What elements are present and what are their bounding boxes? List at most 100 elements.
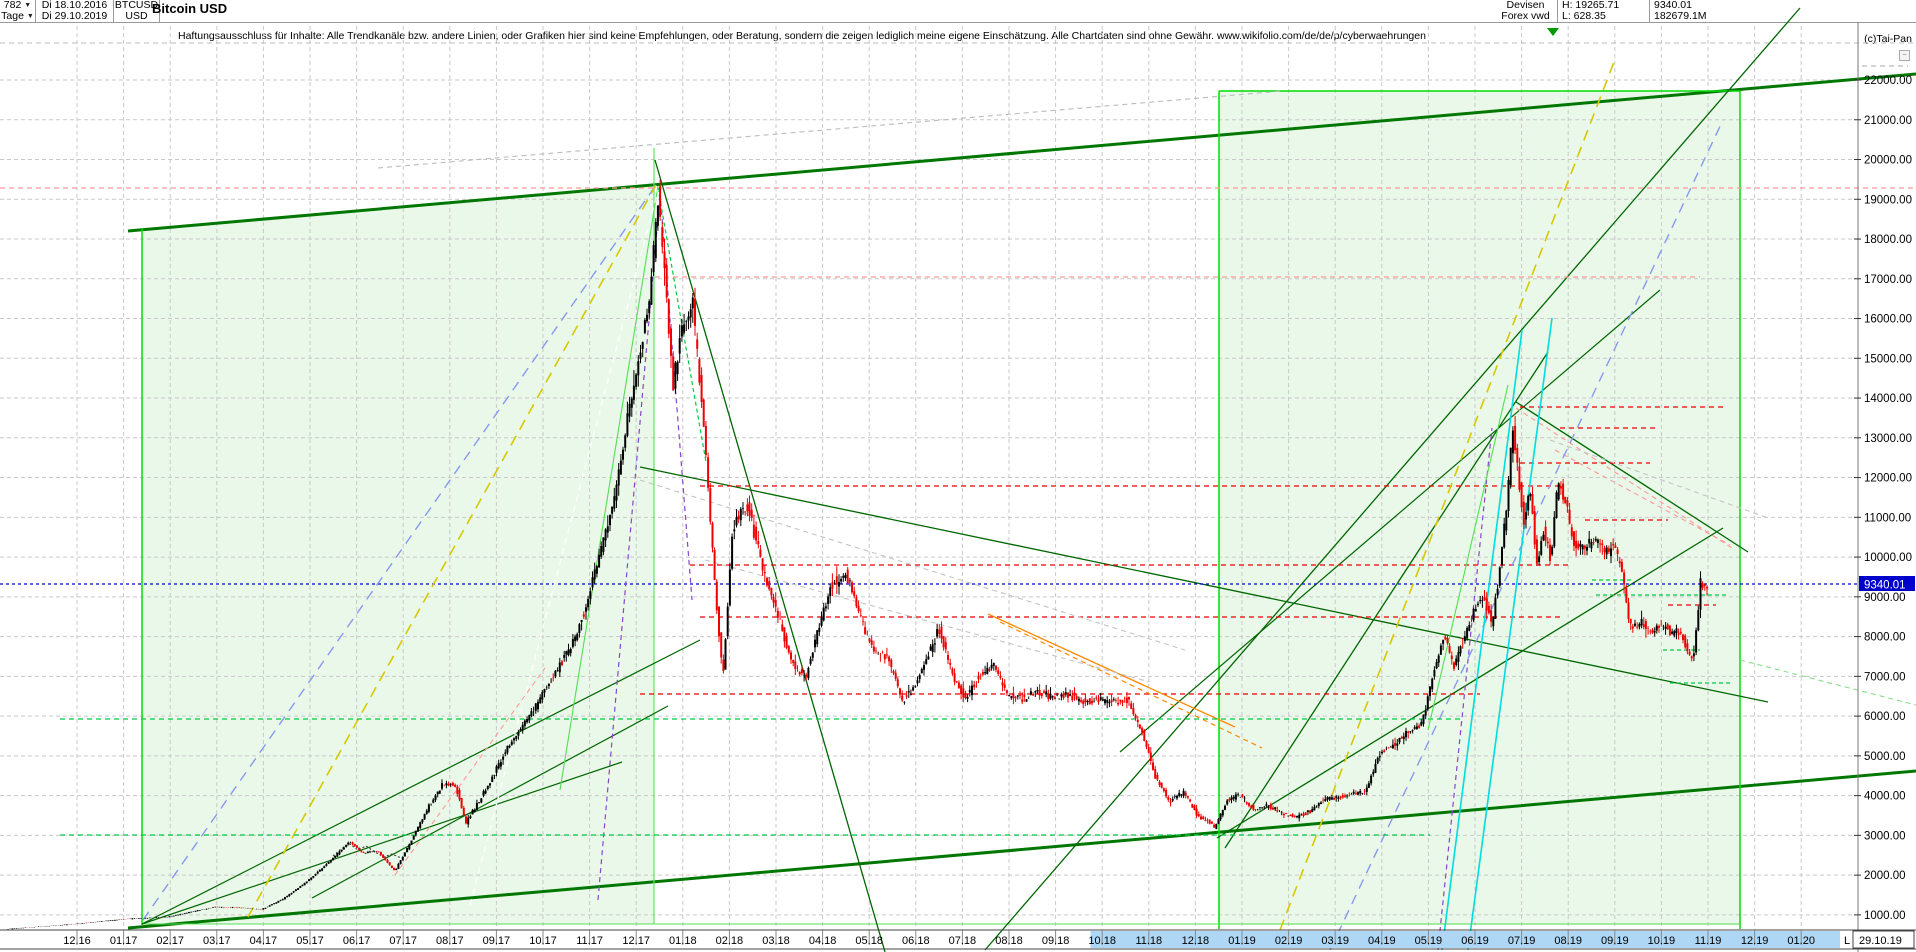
x-tick-label: 07.17 xyxy=(389,935,417,947)
x-tick-label: 02.18 xyxy=(716,935,744,947)
salmon-rise-17 xyxy=(394,667,546,876)
x-tick-label: 09.19 xyxy=(1601,935,1629,947)
y-tick-label: 5000.00 xyxy=(1864,751,1906,763)
symbol-cell: BTCUSD USD xyxy=(114,0,160,22)
white-dash xyxy=(469,189,659,906)
y-tick-label: 8000.00 xyxy=(1864,632,1906,644)
marker-triangle-icon xyxy=(1547,28,1559,36)
current-price-label-bg xyxy=(1859,576,1915,591)
y-tick-label: 15000.00 xyxy=(1864,353,1912,365)
violet-right xyxy=(1437,427,1493,951)
y-tick-label: 1000.00 xyxy=(1864,910,1906,922)
x-tick-label: 08.17 xyxy=(436,935,464,947)
x-tick-label: 08.18 xyxy=(995,935,1023,947)
gray-desc-3 xyxy=(1549,439,1769,519)
x-tick-label: 06.17 xyxy=(343,935,371,947)
y-tick-label: 3000.00 xyxy=(1864,830,1906,842)
candles-up xyxy=(7,205,1702,930)
x-tick-label: 05.17 xyxy=(296,935,324,947)
timeframe-dropdown[interactable]: Tage ▼ xyxy=(1,11,34,22)
y-tick-label: 9000.00 xyxy=(1864,592,1906,604)
bars-count-dropdown[interactable]: 782 ▼ xyxy=(3,0,32,11)
y-tick-label: 7000.00 xyxy=(1864,671,1906,683)
x-tick-label: 12.16 xyxy=(63,935,91,947)
rise-tip xyxy=(1216,527,1724,839)
y-tick-label: 13000.00 xyxy=(1864,433,1912,445)
y-tick-label: 2000.00 xyxy=(1864,870,1906,882)
bars-timeframe-cell[interactable]: 782 ▼ Tage ▼ xyxy=(0,0,36,22)
period-low: L: 628.35 xyxy=(1562,11,1606,22)
lg-steep-2019 xyxy=(1427,384,1509,731)
x-tick-label: 04.18 xyxy=(809,935,837,947)
y-tick-label: 18000.00 xyxy=(1864,234,1912,246)
currency: USD xyxy=(125,11,148,22)
x-tick-label: 11.17 xyxy=(576,935,603,947)
x-tick-label: 01.17 xyxy=(110,935,138,947)
last-date-box xyxy=(1852,930,1915,949)
top-channel xyxy=(127,72,1916,233)
market-type: Devisen xyxy=(1506,0,1545,11)
disclaimer-text: Haftungsausschluss für Inhalte: Alle Tre… xyxy=(178,30,1426,42)
chevron-down-icon: ▼ xyxy=(24,2,32,9)
long-rise xyxy=(984,7,1801,951)
page-title: Bitcoin USD xyxy=(152,1,228,16)
x-tick-label: 10.18 xyxy=(1088,935,1116,947)
date-to: Di 29.10.2019 xyxy=(41,11,108,22)
lg-steep-2017 xyxy=(559,185,659,791)
orange-dash xyxy=(999,621,1263,749)
x-tick-label: 01.18 xyxy=(669,935,697,947)
yellow-diag-right xyxy=(1279,61,1615,931)
bottom-channel xyxy=(127,769,1916,930)
chevron-down-icon: ▼ xyxy=(26,13,34,20)
x-tick-label: 04.17 xyxy=(250,935,278,947)
x-tick-label: 02.19 xyxy=(1275,935,1303,947)
support-fan-2 xyxy=(141,761,623,925)
gray-slope xyxy=(377,90,1283,169)
x-tick-label: 03.17 xyxy=(203,935,231,947)
x-tick-label: 01.19 xyxy=(1228,935,1256,947)
x-tick-label: 06.19 xyxy=(1461,935,1489,947)
date-from: Di 18.10.2016 xyxy=(41,0,108,11)
x-tick-label: 02.17 xyxy=(156,935,184,947)
x-tick-label: 01.20 xyxy=(1787,935,1815,947)
rise-2019b xyxy=(1119,289,1661,753)
x-tick-label: 07.18 xyxy=(949,935,977,947)
x-tick-label: 06.18 xyxy=(902,935,930,947)
last-price-cell: 9340.01 182679.1M xyxy=(1650,0,1916,22)
y-tick-label: 17000.00 xyxy=(1864,274,1912,286)
last-label: L xyxy=(1844,935,1850,947)
y-tick-label: 14000.00 xyxy=(1864,393,1912,405)
y-tick-label: 10000.00 xyxy=(1864,552,1912,564)
x-tick-label: 08.19 xyxy=(1554,935,1582,947)
y-tick-label: 4000.00 xyxy=(1864,791,1906,803)
x-tick-label: 04.19 xyxy=(1368,935,1396,947)
x-tick-label: 09.18 xyxy=(1042,935,1070,947)
symbol: BTCUSD xyxy=(114,0,159,11)
last-price: 9340.01 xyxy=(1654,0,1692,11)
x-tick-label: 12.18 xyxy=(1182,935,1210,947)
y-tick-label: 21000.00 xyxy=(1864,115,1912,127)
x-tick-label: 03.18 xyxy=(762,935,790,947)
x-axis-highlight-band xyxy=(1090,931,1840,948)
y-tick-label: 22000.00 xyxy=(1864,75,1912,87)
data-source: Forex vwd xyxy=(1501,11,1550,22)
yellow-diag-left xyxy=(247,184,657,918)
support-fan-3 xyxy=(311,705,669,899)
x-tick-label: 03.19 xyxy=(1321,935,1349,947)
support-fan-1 xyxy=(141,639,701,925)
y-tick-label: 12000.00 xyxy=(1864,473,1912,485)
minimize-icon[interactable]: − xyxy=(1899,50,1910,61)
downtrend-2018 xyxy=(639,466,1769,703)
blue-diag-right xyxy=(1329,119,1724,951)
candles-down xyxy=(27,179,1708,928)
desc-june-peak xyxy=(1515,401,1749,553)
x-tick-label: 12.17 xyxy=(622,935,650,947)
volume: 182679.1M xyxy=(1654,11,1707,22)
cyan-2 xyxy=(1467,317,1553,951)
last-date: 29.10.19 xyxy=(1859,935,1902,947)
market-cell: Devisen Forex vwd xyxy=(1494,0,1558,22)
current-price-label: 9340.01 xyxy=(1864,580,1906,592)
x-tick-label: 05.19 xyxy=(1415,935,1443,947)
